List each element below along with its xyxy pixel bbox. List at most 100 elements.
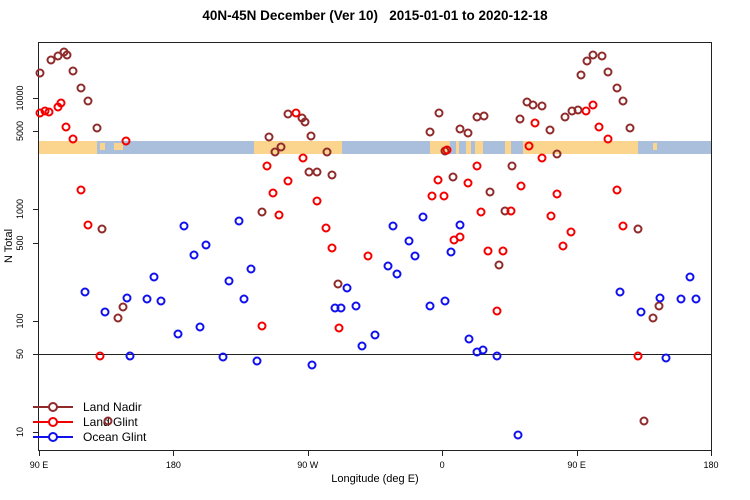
data-point-ocean-glint <box>142 294 152 304</box>
data-point-ocean-glint <box>351 301 361 311</box>
map-band-ocean <box>97 140 255 155</box>
data-point-land-glint <box>506 206 516 216</box>
data-point-land-glint <box>594 122 604 132</box>
data-point-ocean-glint <box>100 307 110 317</box>
y-axis-tick-label: 10000 <box>15 85 25 111</box>
data-point-land-glint <box>363 251 373 261</box>
map-band-island <box>652 142 658 151</box>
data-point-ocean-glint <box>455 220 465 230</box>
data-point-land-nadir <box>552 149 562 159</box>
data-point-land-glint <box>44 107 54 117</box>
data-point-land-glint <box>56 98 66 108</box>
x-axis-tick-label: 0 <box>439 460 445 470</box>
data-point-land-glint <box>603 134 613 144</box>
y-axis-tick-label: 1000 <box>15 199 25 220</box>
data-point-ocean-glint <box>307 360 317 370</box>
data-point-land-glint <box>552 189 562 199</box>
legend-circle <box>48 431 58 442</box>
x-axis-tick-label: 180 <box>165 460 181 470</box>
data-point-land-nadir <box>35 68 45 78</box>
data-point-land-nadir <box>68 66 78 76</box>
data-point-land-nadir <box>625 123 635 133</box>
data-point-land-nadir <box>648 313 658 323</box>
data-point-land-nadir <box>264 132 274 142</box>
data-point-ocean-glint <box>336 303 346 313</box>
data-point-ocean-glint <box>173 329 183 339</box>
y-axis-tick-label: 50 <box>15 349 25 360</box>
y-axis-tick-label: 500 <box>15 235 25 251</box>
data-point-land-nadir <box>83 96 93 106</box>
data-point-land-glint <box>463 178 473 188</box>
x-axis-tick-label: 180 <box>703 460 719 470</box>
data-point-ocean-glint <box>357 341 367 351</box>
data-point-land-glint <box>439 191 449 201</box>
data-point-land-glint <box>492 306 502 316</box>
data-point-ocean-glint <box>636 307 646 317</box>
data-point-ocean-glint <box>179 221 189 231</box>
data-point-land-glint <box>546 211 556 221</box>
x-axis-tick-label: 90 W <box>297 460 319 470</box>
legend-marker-icon <box>33 429 73 444</box>
y-axis-label: N Total <box>3 228 15 264</box>
data-point-ocean-glint <box>676 294 686 304</box>
data-point-land-nadir <box>322 147 332 157</box>
legend-item-land-nadir: Land Nadir <box>33 399 146 414</box>
data-point-ocean-glint <box>464 334 474 344</box>
chart-title: 40N-45N December (Ver 10) 2015-01-01 to … <box>202 8 548 23</box>
data-point-land-nadir <box>300 117 310 127</box>
data-point-land-glint <box>427 191 437 201</box>
data-point-land-nadir <box>312 167 322 177</box>
data-point-ocean-glint <box>234 216 244 226</box>
data-point-land-nadir <box>612 83 622 93</box>
map-band-ocean <box>458 140 467 155</box>
x-axis-tick <box>576 451 578 456</box>
x-axis-tick <box>39 451 40 456</box>
data-point-land-nadir <box>306 131 316 140</box>
data-point-land-nadir <box>479 111 489 121</box>
y-axis-tick <box>33 354 38 356</box>
x-axis-tick <box>307 451 309 456</box>
data-point-land-nadir <box>576 70 586 80</box>
data-point-ocean-glint <box>492 351 502 361</box>
data-point-land-nadir <box>455 124 465 134</box>
x-axis-tick <box>442 451 444 456</box>
data-point-ocean-glint <box>418 212 428 222</box>
data-point-ocean-glint <box>440 296 450 306</box>
data-point-land-nadir <box>639 416 649 426</box>
y-axis-tick <box>33 131 38 133</box>
data-point-land-nadir <box>485 187 495 197</box>
map-band-ocean <box>482 140 505 155</box>
data-point-land-glint <box>334 323 344 333</box>
data-point-ocean-glint <box>685 272 695 282</box>
data-point-ocean-glint <box>392 269 402 279</box>
x-axis-tick-label: 90 E <box>567 460 586 470</box>
data-point-land-nadir <box>603 67 613 77</box>
y-axis-tick-label: 10 <box>15 427 25 438</box>
x-axis-tick <box>173 451 175 456</box>
data-point-land-glint <box>121 136 131 146</box>
data-point-land-nadir <box>588 50 598 60</box>
reference-line-50 <box>39 354 711 356</box>
data-point-ocean-glint <box>342 283 352 293</box>
legend-marker-icon <box>33 399 73 414</box>
data-point-land-glint <box>530 118 540 128</box>
data-point-ocean-glint <box>691 294 701 304</box>
data-point-land-nadir <box>515 114 525 124</box>
data-point-land-glint <box>262 161 272 171</box>
data-point-ocean-glint <box>246 264 256 274</box>
data-point-ocean-glint <box>615 287 625 297</box>
data-point-land-glint <box>524 141 534 151</box>
map-band-ocean <box>637 140 711 155</box>
data-point-land-glint <box>472 161 482 171</box>
data-point-land-nadir <box>545 125 555 135</box>
data-point-land-nadir <box>270 147 280 157</box>
data-point-land-glint <box>95 351 105 361</box>
data-point-land-nadir <box>654 301 664 311</box>
data-point-land-nadir <box>257 207 266 217</box>
map-band-ocean <box>449 140 456 155</box>
data-point-land-glint <box>83 220 93 230</box>
map-band-ocean <box>510 140 523 155</box>
y-axis-tick <box>33 209 38 211</box>
data-point-land-glint <box>76 185 86 195</box>
data-point-land-nadir <box>618 96 628 106</box>
